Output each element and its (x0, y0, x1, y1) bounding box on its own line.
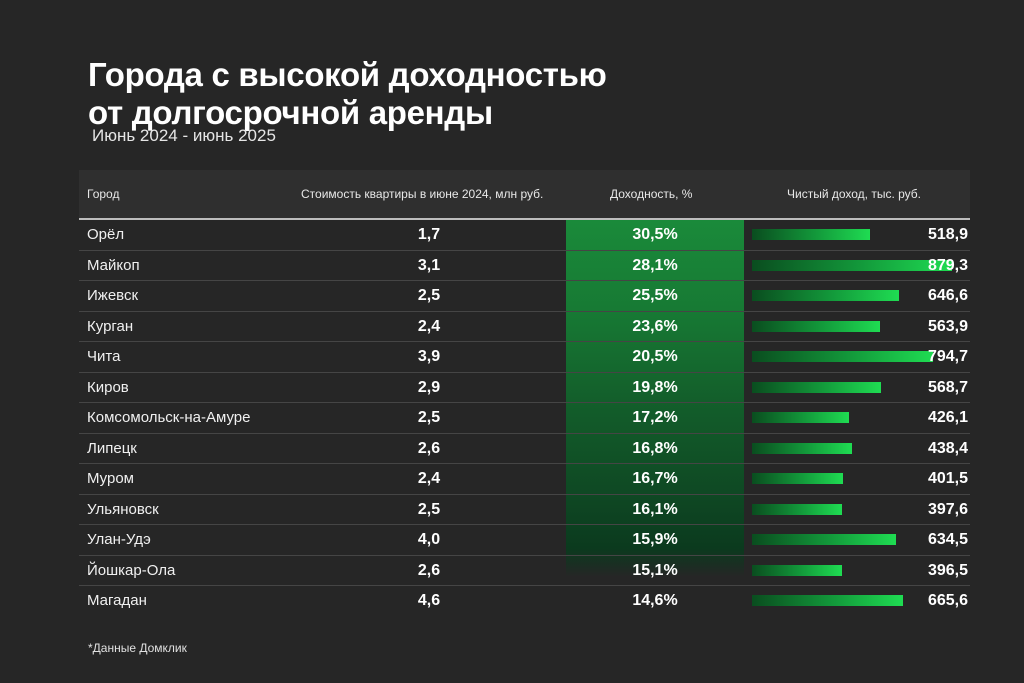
cell-income: 634,5 (927, 531, 968, 548)
cell-yield: 23,6% (632, 317, 678, 335)
cell-yield: 16,7% (632, 470, 678, 487)
cell-city: Ульяновск (87, 500, 159, 518)
cell-yield: 16,1% (632, 500, 678, 518)
cell-yield: 14,6% (632, 592, 678, 609)
cell-price: 2,4 (417, 317, 441, 335)
cell-price: 2,5 (417, 500, 441, 518)
table-row: Улан-Удэ 4,0 15,9% 634,5 (79, 525, 970, 556)
cell-price: 3,9 (417, 348, 441, 365)
table-row: Магадан 4,6 14,6% 665,6 (79, 586, 970, 616)
header-yield: Доходность, % (610, 187, 693, 201)
table-header: Город Стоимость квартиры в июне 2024, мл… (79, 170, 970, 220)
cell-income: 426,1 (927, 409, 968, 426)
title-line-2: от долгосрочной аренды (88, 94, 493, 131)
table-row: Комсомольск-на-Амуре 2,5 17,2% 426,1 (79, 403, 970, 434)
cell-city: Ижевск (87, 287, 139, 304)
cell-income: 646,6 (927, 287, 968, 304)
table-row: Ульяновск 2,5 16,1% 397,6 (79, 495, 970, 525)
cell-price: 1,7 (417, 226, 441, 243)
income-bar (752, 564, 842, 576)
header-price: Стоимость квартиры в июне 2024, млн руб. (301, 187, 544, 201)
income-bar (752, 351, 933, 362)
income-bar (752, 595, 903, 606)
cell-price: 2,6 (417, 439, 441, 457)
income-bar (752, 473, 843, 484)
cell-income: 518,9 (927, 226, 968, 243)
header-city: Город (87, 187, 120, 201)
cell-city: Чита (87, 348, 121, 365)
cell-income: 401,5 (927, 470, 968, 487)
cell-city: Муром (87, 470, 134, 487)
cell-price: 4,0 (417, 531, 441, 548)
cell-city: Комсомольск-на-Амуре (87, 409, 251, 426)
cell-yield: 15,9% (632, 531, 678, 548)
table-row: Чита 3,9 20,5% 794,7 (79, 342, 970, 373)
income-bar (752, 381, 881, 393)
title-line-1: Города с высокой доходностью (88, 56, 607, 93)
cell-city: Курган (87, 317, 134, 335)
cell-price: 2,9 (417, 378, 441, 396)
table-row: Ижевск 2,5 25,5% 646,6 (79, 281, 970, 312)
table-row: Муром 2,4 16,7% 401,5 (79, 464, 970, 495)
chart-title: Города с высокой доходностью от долгосро… (88, 56, 607, 132)
cell-city: Киров (87, 378, 129, 396)
income-bar (752, 229, 870, 240)
cell-city: Магадан (87, 592, 147, 609)
cell-yield: 30,5% (632, 226, 678, 243)
data-table: Город Стоимость квартиры в июне 2024, мл… (79, 170, 970, 616)
cell-yield: 17,2% (632, 409, 678, 426)
cell-yield: 20,5% (632, 348, 678, 365)
table-row: Майкоп 3,1 28,1% 879,3 (79, 251, 970, 281)
cell-city: Улан-Удэ (87, 531, 151, 548)
cell-price: 2,4 (417, 470, 441, 487)
cell-yield: 25,5% (632, 287, 678, 304)
cell-income: 397,6 (927, 500, 968, 518)
income-bar (752, 290, 899, 301)
cell-income: 396,5 (927, 561, 968, 579)
table-row: Курган 2,4 23,6% 563,9 (79, 312, 970, 342)
income-bar (752, 259, 952, 271)
cell-income: 563,9 (927, 317, 968, 335)
cell-price: 4,6 (417, 592, 441, 609)
table-row: Липецк 2,6 16,8% 438,4 (79, 434, 970, 464)
cell-city: Йошкар-Ола (87, 561, 176, 579)
table-body: Орёл 1,7 30,5% 518,9 Майкоп 3,1 28,1% 879,3 Ижев… (79, 220, 970, 616)
yield-highlight-band (566, 220, 744, 577)
cell-city: Орёл (87, 226, 125, 243)
header-income: Чистый доход, тыс. руб. (787, 187, 922, 201)
income-bar (752, 320, 880, 332)
cell-yield: 28,1% (632, 256, 678, 274)
cell-city: Майкоп (87, 256, 140, 274)
cell-income: 568,7 (927, 378, 968, 396)
cell-income: 879,3 (927, 256, 968, 274)
income-bar (752, 534, 896, 545)
table-row: Киров 2,9 19,8% 568,7 (79, 373, 970, 403)
cell-income: 438,4 (927, 439, 968, 457)
cell-price: 2,5 (417, 287, 441, 304)
income-bar (752, 412, 849, 423)
income-bar (752, 442, 852, 454)
cell-income: 794,7 (927, 348, 968, 365)
cell-price: 3,1 (417, 256, 441, 274)
cell-income: 665,6 (927, 592, 968, 609)
cell-price: 2,5 (417, 409, 441, 426)
table-row: Орёл 1,7 30,5% 518,9 (79, 220, 970, 251)
footnote: *Данные Домклик (88, 641, 187, 655)
cell-price: 2,6 (417, 561, 441, 579)
cell-yield: 16,8% (632, 439, 678, 457)
cell-yield: 15,1% (632, 561, 678, 579)
table-row: Йошкар-Ола 2,6 15,1% 396,5 (79, 556, 970, 586)
chart-subtitle: Июнь 2024 - июнь 2025 (92, 126, 276, 145)
income-bar (752, 503, 842, 515)
cell-yield: 19,8% (632, 378, 678, 396)
cell-city: Липецк (87, 439, 137, 457)
